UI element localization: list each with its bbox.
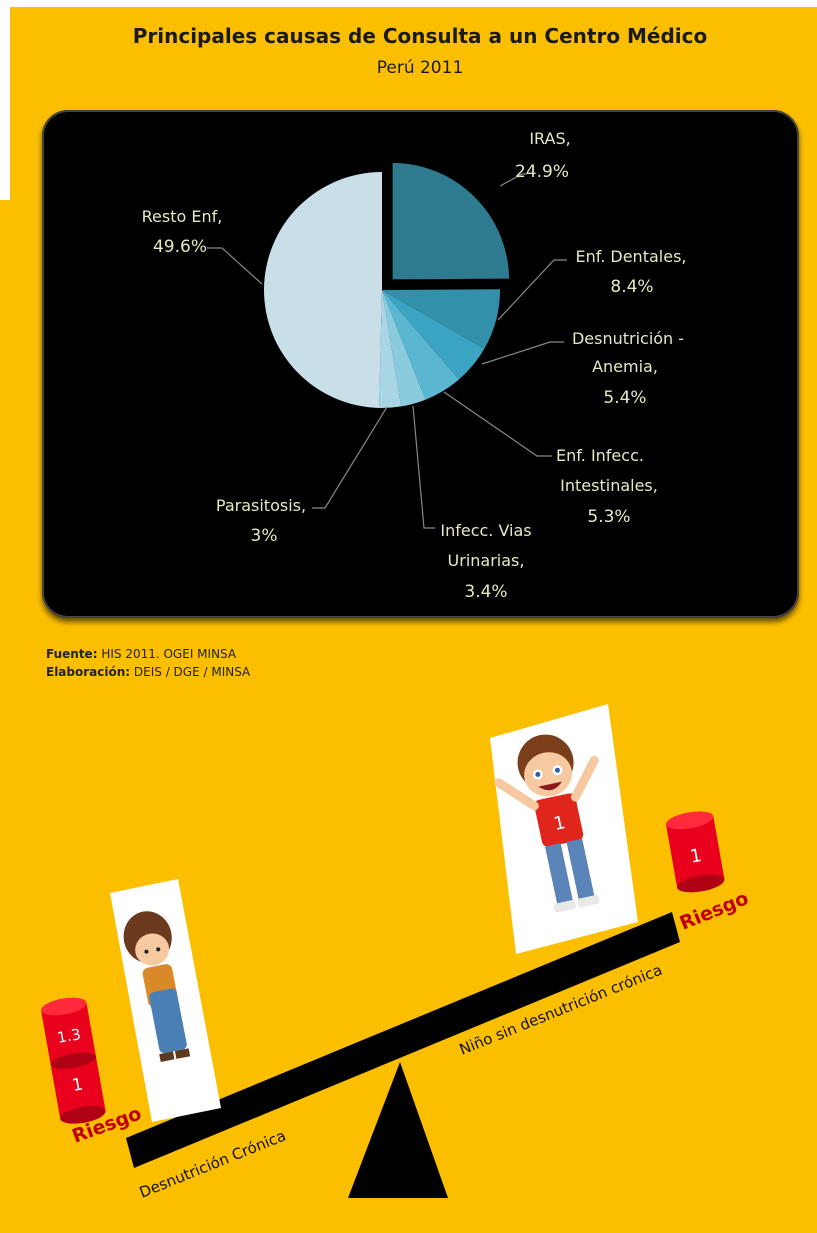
label-dentales-name: Enf. Dentales,	[576, 247, 687, 266]
left-can-top-value: 1.3	[56, 1025, 83, 1047]
label-urinarias-line2: Urinarias,	[448, 551, 525, 570]
pie-chart: IRAS, 24.9% Enf. Dentales, 8.4% Desnutri…	[142, 129, 687, 602]
right-risk-can: 1	[665, 811, 725, 893]
fuente-value: HIS 2011. OGEI MINSA	[101, 647, 237, 661]
pie-slice-4	[382, 290, 426, 407]
pie-chart-panel: IRAS, 24.9% Enf. Dentales, 8.4% Desnutri…	[42, 110, 799, 618]
elaboracion-value: DEIS / DGE / MINSA	[133, 665, 251, 679]
label-intestinales-pct: 5.3%	[587, 507, 630, 527]
leader-vias-urinarias	[412, 405, 435, 529]
happy-child-image: 1	[490, 704, 638, 954]
label-desnutricion-pct: 5.4%	[603, 388, 646, 408]
label-desnutricion-line2: Anemia,	[592, 357, 658, 376]
label-parasitosis-name: Parasitosis,	[216, 496, 306, 515]
source-note: Fuente: HIS 2011. OGEI MINSA Elaboración…	[46, 645, 250, 681]
fuente-label: Fuente:	[46, 647, 98, 661]
seesaw-fulcrum	[348, 1062, 448, 1198]
leader-iras	[499, 173, 527, 187]
leader-enf-dentales	[497, 259, 567, 321]
elaboracion-label: Elaboración:	[46, 665, 131, 679]
label-iras-pct: 24.9%	[515, 162, 569, 182]
white-frame-top	[0, 0, 817, 7]
leader-resto	[207, 247, 263, 285]
pie-slice-1	[382, 289, 501, 349]
chart-subtitle: Perú 2011	[376, 58, 464, 78]
leader-parasitosis	[312, 406, 388, 509]
sad-child-image	[110, 879, 221, 1122]
left-can-bottom-value: 1	[71, 1075, 85, 1097]
label-resto-pct: 49.6%	[153, 237, 207, 257]
label-desnutricion-line1: Desnutrición -	[572, 329, 684, 348]
label-urinarias-pct: 3.4%	[464, 582, 507, 602]
right-can-value: 1	[689, 845, 704, 868]
leader-desnutricion	[481, 341, 564, 365]
pie-slice-6	[264, 172, 382, 408]
right-risk-label: Riesgo	[677, 887, 752, 934]
shirt-number: 1	[552, 812, 568, 835]
white-frame-left	[0, 0, 10, 200]
label-parasitosis-pct: 3%	[251, 526, 278, 546]
label-iras-name: IRAS,	[529, 129, 570, 148]
label-intestinales-line2: Intestinales,	[560, 476, 658, 495]
leader-enf-intestinales	[443, 391, 552, 457]
pie-slice-0	[391, 161, 511, 281]
label-urinarias-line1: Infecc. Vias	[440, 521, 531, 540]
risk-seesaw-infographic: 1 1.3 1 1 Riesgo Riesgo Desnu	[41, 704, 752, 1202]
label-dentales-pct: 8.4%	[610, 277, 653, 297]
left-risk-can: 1.3 1	[41, 997, 106, 1124]
seesaw-beam	[126, 912, 680, 1168]
label-resto-name: Resto Enf,	[142, 207, 223, 226]
chart-title: Principales causas de Consulta a un Cent…	[132, 24, 708, 48]
pie-slice-5	[379, 290, 402, 409]
pie-slice-3	[382, 290, 459, 400]
pie-slice-2	[382, 290, 485, 380]
label-intestinales-line1: Enf. Infecc.	[556, 446, 644, 465]
